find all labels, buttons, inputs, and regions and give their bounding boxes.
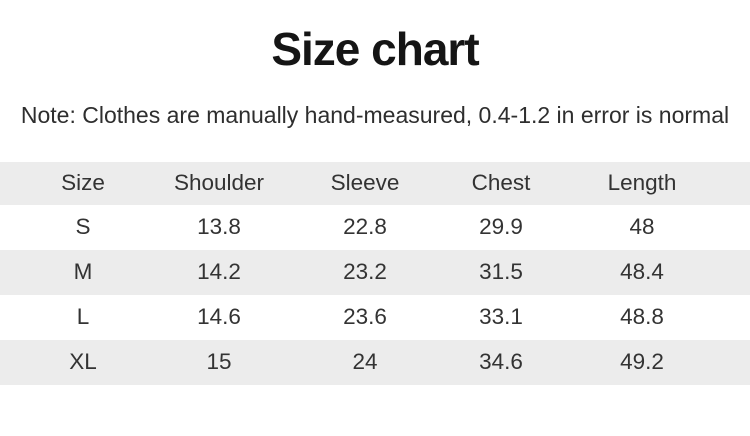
sleeve-cell: 24 bbox=[352, 349, 378, 375]
sleeve-cell: 23.6 bbox=[343, 304, 387, 330]
length-cell: 49.2 bbox=[620, 349, 664, 375]
shoulder-cell: 15 bbox=[206, 349, 232, 375]
size-chart-page: Size chart Note: Clothes are manually ha… bbox=[0, 26, 750, 436]
sleeve-cell: 23.2 bbox=[343, 259, 387, 285]
shoulder-cell: 14.2 bbox=[197, 259, 241, 285]
chest-cell: 31.5 bbox=[479, 259, 523, 285]
table-header-row: Size Shoulder Sleeve Chest Length bbox=[0, 161, 750, 205]
size-cell: M bbox=[73, 259, 93, 285]
length-cell: 48.8 bbox=[620, 304, 664, 330]
chest-cell: 34.6 bbox=[479, 349, 523, 375]
column-header-length: Length bbox=[607, 170, 677, 196]
table-row-xl: XL 15 24 34.6 49.2 bbox=[0, 339, 750, 385]
table-row-s: S 13.8 22.8 29.9 48 bbox=[0, 205, 750, 250]
row-spacer bbox=[740, 340, 750, 385]
column-header-shoulder: Shoulder bbox=[173, 170, 265, 196]
header-spacer bbox=[740, 162, 750, 205]
column-header-size: Size bbox=[61, 170, 105, 196]
size-cell: L bbox=[76, 304, 90, 330]
length-cell: 48 bbox=[629, 214, 655, 240]
sleeve-cell: 22.8 bbox=[343, 214, 387, 240]
column-header-chest: Chest bbox=[471, 170, 531, 196]
row-spacer bbox=[740, 205, 750, 250]
measurement-note: Note: Clothes are manually hand-measured… bbox=[20, 102, 730, 128]
shoulder-cell: 13.8 bbox=[197, 214, 241, 240]
shoulder-cell: 14.6 bbox=[197, 304, 241, 330]
row-spacer bbox=[740, 250, 750, 295]
column-header-sleeve: Sleeve bbox=[330, 170, 400, 196]
size-cell: XL bbox=[69, 349, 97, 375]
table-row-l: L 14.6 23.6 33.1 48.8 bbox=[0, 295, 750, 340]
row-spacer bbox=[740, 295, 750, 340]
chest-cell: 33.1 bbox=[479, 304, 523, 330]
chest-cell: 29.9 bbox=[479, 214, 523, 240]
size-table: Size Shoulder Sleeve Chest Length S 13.8… bbox=[0, 161, 750, 385]
page-title: Size chart bbox=[271, 23, 479, 75]
table-row-m: M 14.2 23.2 31.5 48.4 bbox=[0, 249, 750, 295]
size-cell: S bbox=[75, 214, 91, 240]
length-cell: 48.4 bbox=[620, 259, 664, 285]
